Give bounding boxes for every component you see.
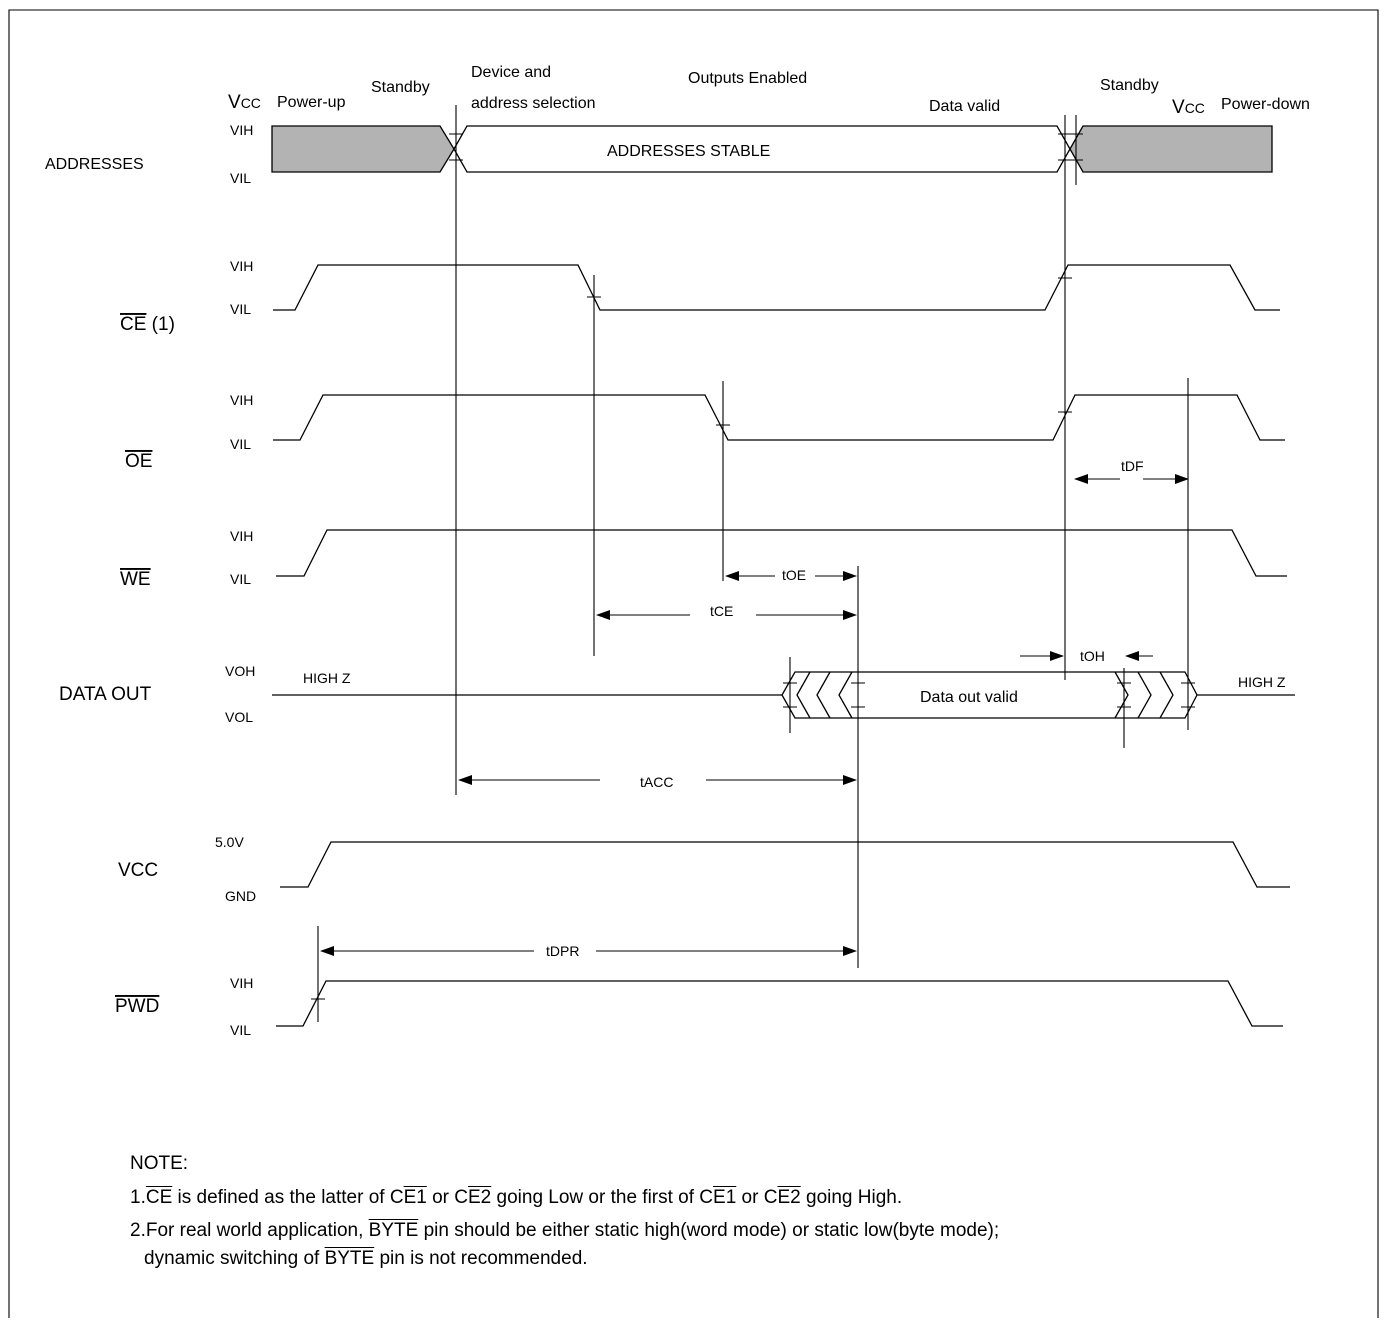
signal-name-ce: CE (1) (120, 314, 175, 335)
waveform-pwd (276, 980, 1283, 1027)
level-low-pwd: VIL (230, 1022, 251, 1038)
diagram-frame (8, 9, 1379, 1318)
level-low-oe: VIL (230, 436, 251, 452)
data-out-transition-right (1114, 671, 1198, 719)
signal-name-we: WE (120, 569, 151, 590)
high-z-right-text: HIGH Z (1238, 674, 1286, 690)
level-labels: VIH VIL VIH VIL VIH VIL VIH VIL VOH VOL … (215, 122, 256, 1038)
level-high-addresses: VIH (230, 122, 253, 138)
addresses-invalid-start (271, 125, 455, 173)
tacc-label: tACC (640, 774, 673, 790)
note-2-continued: dynamic switching of BYTE pin is not rec… (144, 1247, 588, 1269)
tdpr-label: tDPR (546, 943, 579, 959)
note-2: 2.For real world application, BYTE pin s… (130, 1220, 1000, 1242)
tce-label: tCE (710, 603, 733, 619)
signal-name-data-out: DATA OUT (59, 684, 152, 705)
level-high-we: VIH (230, 528, 253, 544)
level-high-pwd: VIH (230, 975, 253, 991)
signal-name-vcc: VCC (118, 860, 158, 881)
level-high-ce: VIH (230, 258, 253, 274)
high-z-left-text: HIGH Z (303, 670, 351, 686)
standby-label-end: Standby (1100, 77, 1159, 94)
power-up-label: Power-up (277, 94, 346, 111)
note-1: 1.CE is defined as the latter of CE1 or … (130, 1186, 903, 1208)
power-down-label: Power-down (1221, 96, 1310, 113)
level-low-ce: VIL (230, 301, 251, 317)
reference-lines (317, 105, 1189, 1022)
level-high-vcc: 5.0V (215, 834, 244, 850)
device-selection-label-2: address selection (471, 95, 596, 112)
addresses-stable-text: ADDRESSES STABLE (607, 143, 770, 160)
waveform-addresses: ADDRESSES STABLE (271, 125, 1273, 173)
vcc-down-label: VCC (1172, 97, 1205, 118)
timing-arrows: tDF tOE tCE tOH tACC tDPR (320, 458, 1189, 959)
waveform-oe (273, 394, 1285, 441)
signal-name-pwd: PWD (115, 996, 159, 1017)
waveform-we (276, 529, 1287, 577)
outputs-enabled-label: Outputs Enabled (688, 70, 807, 87)
data-out-valid-text: Data out valid (920, 689, 1018, 706)
signal-name-oe: OE (125, 451, 152, 472)
level-high-data-out: VOH (225, 663, 255, 679)
notes-heading: NOTE: (130, 1153, 189, 1174)
level-low-vcc: GND (225, 888, 256, 904)
crossing-ticks (311, 133, 1195, 1000)
signal-names: ADDRESSES CE (1) OE WE DATA OUT VCC PWD (45, 156, 175, 1017)
level-low-addresses: VIL (230, 170, 251, 186)
addresses-invalid-end (1069, 125, 1273, 173)
tick-marks (311, 133, 1195, 1000)
waveform-vcc (280, 841, 1290, 888)
toh-label: tOH (1080, 648, 1105, 664)
waveform-ce (273, 264, 1280, 311)
standby-label-start: Standby (371, 79, 430, 96)
level-low-data-out: VOL (225, 709, 253, 725)
level-high-oe: VIH (230, 392, 253, 408)
phase-labels: VCC Power-up Standby Device and address … (228, 64, 1310, 118)
level-low-we: VIL (230, 571, 251, 587)
notes-section: NOTE: 1.CE is defined as the latter of C… (130, 1150, 1330, 1278)
signal-name-addresses: ADDRESSES (45, 156, 144, 173)
waveform-data-out: HIGH Z HIGH Z Data out valid (272, 670, 1295, 719)
vcc-up-label: VCC (228, 92, 261, 113)
data-out-transition-left (781, 671, 1115, 719)
data-valid-label: Data valid (929, 98, 1000, 115)
toe-label: tOE (782, 567, 806, 583)
tdf-label: tDF (1121, 458, 1144, 474)
device-selection-label-1: Device and (471, 64, 551, 81)
